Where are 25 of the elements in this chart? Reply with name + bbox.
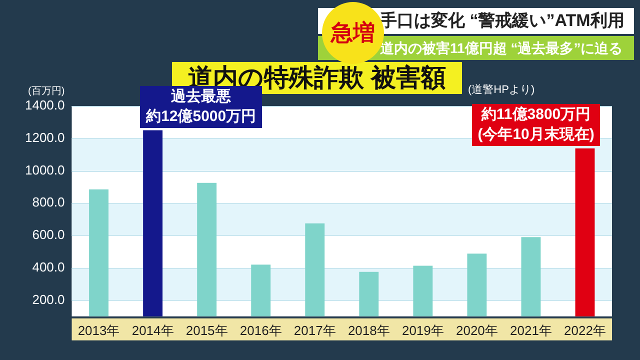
- annotation: (今年10月末現在): [478, 125, 594, 146]
- y-tick-label: 1400.0: [24, 98, 65, 113]
- x-tick-label: 2013年: [78, 322, 120, 338]
- x-tick-label: 2018年: [348, 322, 390, 338]
- x-tick-label: 2020年: [456, 322, 498, 338]
- y-axis-title: (百万円): [28, 85, 65, 98]
- x-tick-label: 2021年: [510, 322, 552, 338]
- text: 急増: [331, 20, 375, 45]
- text: (道警HPより): [468, 83, 535, 97]
- y-tick-label: 800.0: [32, 194, 65, 210]
- y-tick-label: 400.0: [32, 259, 65, 274]
- y-tick-label: 1200.0: [24, 130, 65, 145]
- y-tick-label: 600.0: [32, 227, 65, 242]
- y-tick-label: 1000.0: [24, 162, 65, 178]
- x-tick-label: 2015年: [186, 322, 228, 338]
- x-tick-label: 2022年: [564, 322, 606, 338]
- annotation: 約11億3800万円: [480, 105, 592, 126]
- x-tick-label: 2016年: [240, 322, 282, 338]
- annotation: 約12億5000万円: [146, 107, 256, 128]
- y-tick-label: 200.0: [32, 292, 65, 307]
- x-tick-label: 2014年: [132, 322, 174, 338]
- text: 道内の被害11億円超 “過去最多”に迫る: [380, 40, 623, 56]
- x-tick-label: 2017年: [294, 322, 336, 338]
- chart-subtitle: 手口は変化 “警戒緩い”ATM利用: [380, 11, 624, 30]
- x-tick-label: 2019年: [402, 322, 444, 338]
